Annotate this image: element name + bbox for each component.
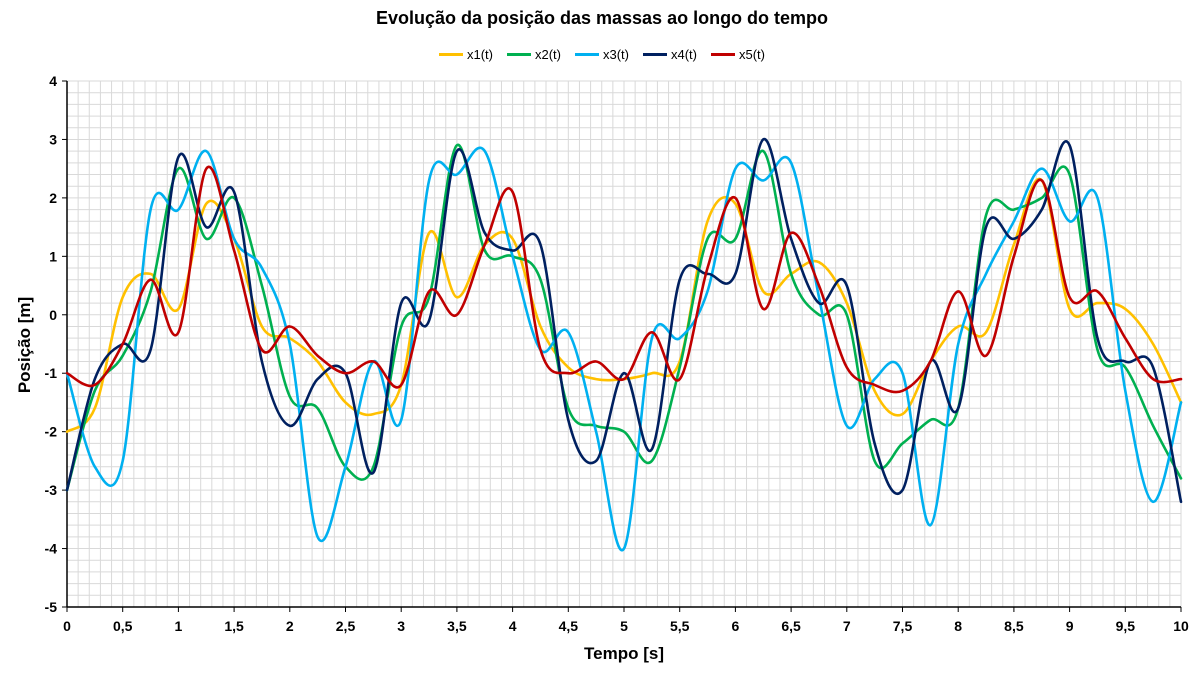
legend-item: x3(t) (575, 47, 629, 62)
x-axis-title: Tempo [s] (584, 644, 664, 663)
x-tick-label: 1,5 (224, 618, 244, 634)
y-tick-label: 1 (49, 248, 57, 264)
y-tick-label: 3 (49, 131, 57, 147)
legend-label: x1(t) (467, 47, 493, 62)
x-tick-label: 3,5 (447, 618, 467, 634)
x-tick-label: 5,5 (670, 618, 690, 634)
grid (66, 80, 1182, 608)
x-tick-label: 6 (732, 618, 740, 634)
x-tick-label: 10 (1173, 618, 1189, 634)
y-tick-label: 4 (49, 73, 57, 89)
x-tick-label: 3 (397, 618, 405, 634)
x-tick-label: 7 (843, 618, 851, 634)
y-axis-title: Posição [m] (15, 297, 34, 393)
series-line-2 (65, 143, 1183, 492)
x-tick-label: 4 (509, 618, 517, 634)
axes (62, 80, 1182, 612)
y-tick-label: -1 (45, 365, 58, 381)
x-tick-label: 9 (1066, 618, 1074, 634)
x-tick-label: 8,5 (1004, 618, 1024, 634)
legend-swatch (439, 53, 463, 56)
legend-swatch (711, 53, 735, 56)
legend-swatch (507, 53, 531, 56)
legend-item: x2(t) (507, 47, 561, 62)
legend-item: x1(t) (439, 47, 493, 62)
legend: x1(t) x2(t) x3(t) x4(t) x5(t) (0, 44, 1204, 62)
y-tick-label: -4 (45, 541, 58, 557)
y-tick-label: -3 (45, 482, 58, 498)
x-tick-label: 5 (620, 618, 628, 634)
y-tick-label: 2 (49, 190, 57, 206)
x-tick-label: 8 (954, 618, 962, 634)
legend-swatch (575, 53, 599, 56)
x-tick-label: 2,5 (336, 618, 356, 634)
legend-label: x5(t) (739, 47, 765, 62)
x-tick-label: 4,5 (559, 618, 579, 634)
x-tick-label: 7,5 (893, 618, 913, 634)
legend-label: x3(t) (603, 47, 629, 62)
y-tick-label: 0 (49, 307, 57, 323)
y-tick-label: -5 (45, 599, 58, 615)
x-tick-label: 2 (286, 618, 294, 634)
legend-swatch (643, 53, 667, 56)
x-tick-label: 0,5 (113, 618, 133, 634)
legend-label: x2(t) (535, 47, 561, 62)
x-tick-label: 1 (175, 618, 183, 634)
series-line-5 (65, 165, 1183, 394)
x-tick-label: 6,5 (781, 618, 801, 634)
tick-labels: 0 0,5 1 1,5 2 2,5 3 3,5 4 4,5 5 5,5 6 6,5 7 7,5 8 8,5 9 9,5… (45, 73, 1189, 634)
x-tick-label: 0 (63, 618, 71, 634)
legend-item: x5(t) (711, 47, 765, 62)
legend-label: x4(t) (671, 47, 697, 62)
legend-item: x4(t) (643, 47, 697, 62)
series-line-4 (65, 138, 1183, 504)
y-tick-label: -2 (45, 424, 58, 440)
x-tick-label: 9,5 (1116, 618, 1136, 634)
chart-title: Evolução da posição das massas ao longo … (375, 8, 829, 28)
series-line-3 (65, 146, 1183, 552)
series-lines (65, 138, 1183, 552)
